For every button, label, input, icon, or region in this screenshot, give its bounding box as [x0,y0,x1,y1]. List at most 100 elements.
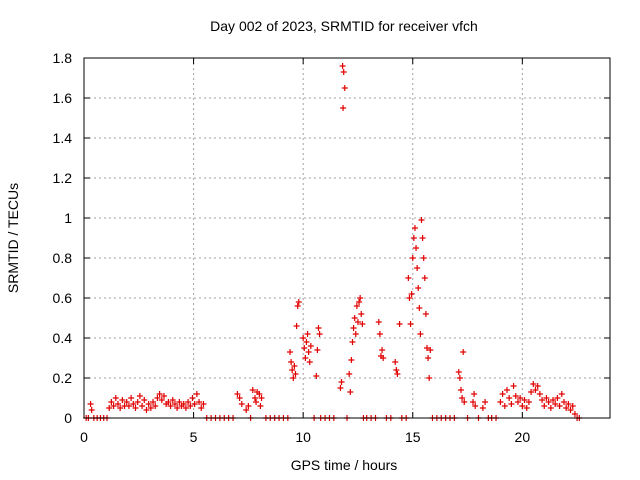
data-point [545,399,552,405]
data-point [117,405,124,411]
data-point [394,371,401,377]
y-tick-label: 1.6 [53,90,73,106]
data-point [128,395,135,401]
data-point [523,405,530,411]
data-point [460,349,467,355]
data-point [379,347,386,353]
data-point [514,399,521,405]
data-point [459,395,466,401]
data-point [130,401,137,407]
data-point [125,403,132,409]
data-point [160,393,167,399]
data-point [567,407,574,413]
data-point [461,399,468,405]
data-point [154,395,161,401]
grid-lines [84,58,610,418]
data-point [171,401,178,407]
data-point [288,359,295,365]
data-point [479,405,486,411]
y-axis-label: SRMTID / TECUs [5,183,21,293]
data-point [158,397,165,403]
data-point [410,235,417,241]
data-point [88,407,95,413]
data-point [108,399,115,405]
data-point [340,69,347,75]
data-point [565,401,572,407]
data-point [547,405,554,411]
data-point [408,291,415,297]
data-point [147,405,154,411]
data-point [393,367,400,373]
data-point [417,331,424,337]
data-point [352,331,359,337]
data-point [497,399,504,405]
data-point [348,357,355,363]
data-point [193,391,200,397]
data-point [552,401,559,407]
data-point [413,245,420,251]
data-point [563,405,570,411]
data-point [347,389,354,395]
data-point [517,395,524,401]
data-point [139,403,146,409]
data-point [143,407,150,413]
data-point [414,265,421,271]
data-point [416,305,423,311]
data-point [534,383,541,389]
data-point [182,405,189,411]
data-point [287,349,294,355]
axis-ticks: 0 0.2 0.4 0.6 0.8 1 1.2 1.4 1.6 1.8 0 5 10 15 20 [53,50,610,445]
data-point [457,387,464,393]
data-point [407,321,414,327]
data-point [306,359,313,365]
data-point [501,403,508,409]
data-point [156,391,163,397]
data-point [314,347,321,353]
data-point [482,399,489,405]
data-point [530,381,537,387]
data-point [292,371,299,377]
data-point [396,321,403,327]
data-point [419,235,426,241]
data-point [176,399,183,405]
data-point [295,299,302,305]
data-point [114,401,121,407]
y-tick-label: 1.4 [53,130,73,146]
data-point [167,403,174,409]
data-point [499,391,506,397]
data-point [132,405,139,411]
data-point [305,349,312,355]
data-point [313,373,320,379]
data-point [411,225,418,231]
data-point [191,401,198,407]
data-point [174,405,181,411]
y-tick-label: 1.8 [53,50,73,66]
data-point [145,401,152,407]
data-point [291,363,298,369]
data-point [528,389,535,395]
data-point [238,401,245,407]
data-point [302,355,309,361]
data-point [257,403,264,409]
data-point [560,399,567,405]
data-point [353,303,360,309]
x-tick-label: 15 [405,429,421,445]
data-point [243,407,250,413]
data-point [290,375,297,381]
data-point [294,303,301,309]
data-point [354,319,361,325]
y-tick-label: 0.6 [53,290,73,306]
y-tick-label: 0.2 [53,370,73,386]
data-point [165,399,172,405]
data-point [180,401,187,407]
data-point [234,391,241,397]
data-point [409,255,416,261]
y-tick-label: 0 [64,410,72,426]
data-point [508,401,515,407]
data-point [200,401,207,407]
data-point [558,391,565,397]
data-point [392,359,399,365]
data-point [346,371,353,377]
data-point [380,355,387,361]
